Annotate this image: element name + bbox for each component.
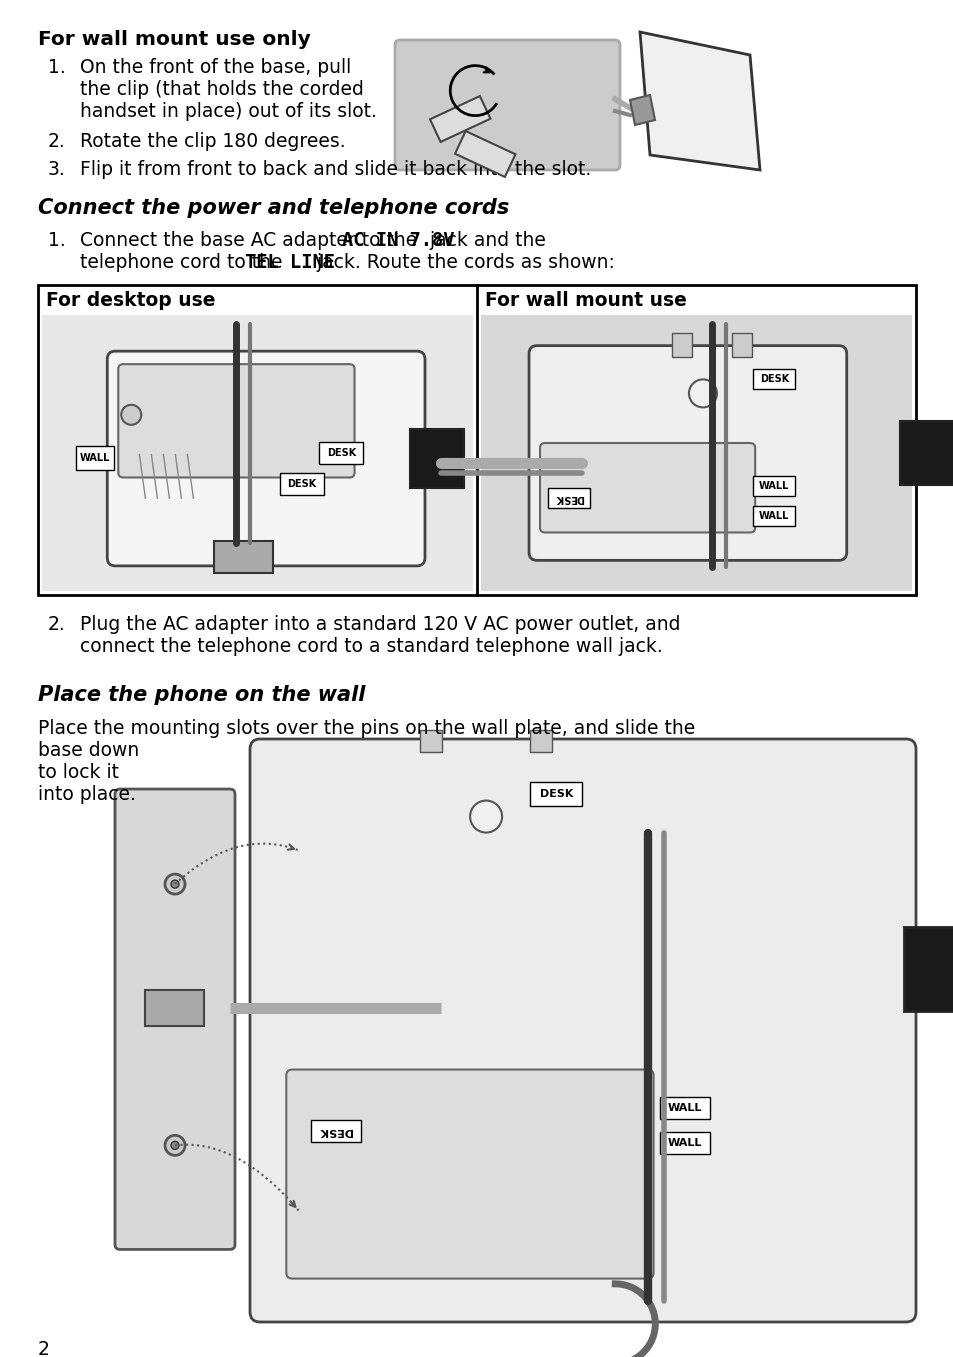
FancyBboxPatch shape xyxy=(42,315,473,592)
Text: For wall mount use: For wall mount use xyxy=(484,290,686,309)
Text: DESK: DESK xyxy=(318,1125,352,1136)
FancyBboxPatch shape xyxy=(118,364,355,478)
Circle shape xyxy=(470,801,501,833)
FancyBboxPatch shape xyxy=(107,351,424,566)
Text: 2.: 2. xyxy=(48,132,66,151)
FancyBboxPatch shape xyxy=(753,476,795,495)
FancyBboxPatch shape xyxy=(731,332,751,357)
Circle shape xyxy=(121,404,141,425)
FancyBboxPatch shape xyxy=(250,740,915,1322)
FancyBboxPatch shape xyxy=(76,445,114,470)
FancyBboxPatch shape xyxy=(530,730,552,752)
Circle shape xyxy=(171,881,179,887)
FancyBboxPatch shape xyxy=(659,1096,709,1120)
FancyBboxPatch shape xyxy=(659,1132,709,1153)
FancyBboxPatch shape xyxy=(410,429,463,487)
Circle shape xyxy=(165,1136,185,1155)
Text: DESK: DESK xyxy=(759,373,788,384)
FancyBboxPatch shape xyxy=(286,1069,653,1278)
Text: 1.: 1. xyxy=(48,231,66,250)
FancyBboxPatch shape xyxy=(530,782,581,806)
FancyBboxPatch shape xyxy=(146,991,204,1026)
FancyBboxPatch shape xyxy=(671,332,691,357)
Text: For desktop use: For desktop use xyxy=(46,290,215,309)
FancyBboxPatch shape xyxy=(753,369,795,388)
Text: AC IN 7.8V: AC IN 7.8V xyxy=(342,231,455,250)
FancyBboxPatch shape xyxy=(420,730,442,752)
FancyBboxPatch shape xyxy=(539,442,755,532)
Text: into place.: into place. xyxy=(38,784,135,803)
FancyBboxPatch shape xyxy=(319,441,363,464)
Text: 3.: 3. xyxy=(48,160,66,179)
Text: to lock it: to lock it xyxy=(38,763,119,782)
FancyBboxPatch shape xyxy=(115,788,234,1250)
Text: DESK: DESK xyxy=(539,788,573,799)
FancyBboxPatch shape xyxy=(529,346,846,560)
Text: WALL: WALL xyxy=(759,480,789,491)
Text: jack and the: jack and the xyxy=(424,231,546,250)
Text: handset in place) out of its slot.: handset in place) out of its slot. xyxy=(80,102,376,121)
Polygon shape xyxy=(629,95,655,125)
Circle shape xyxy=(165,874,185,894)
FancyBboxPatch shape xyxy=(548,487,590,508)
FancyBboxPatch shape xyxy=(38,285,915,594)
Text: 2: 2 xyxy=(38,1339,50,1357)
Text: Rotate the clip 180 degrees.: Rotate the clip 180 degrees. xyxy=(80,132,345,151)
Text: WALL: WALL xyxy=(80,452,111,463)
Text: 2.: 2. xyxy=(48,615,66,634)
Circle shape xyxy=(171,1141,179,1149)
FancyBboxPatch shape xyxy=(753,506,795,527)
Text: WALL: WALL xyxy=(759,510,789,521)
Circle shape xyxy=(688,380,717,407)
Text: base down: base down xyxy=(38,741,139,760)
FancyBboxPatch shape xyxy=(899,421,953,484)
Text: Plug the AC adapter into a standard 120 V AC power outlet, and: Plug the AC adapter into a standard 120 … xyxy=(80,615,679,634)
Text: 1.: 1. xyxy=(48,58,66,77)
Text: WALL: WALL xyxy=(667,1103,701,1113)
Polygon shape xyxy=(430,96,490,142)
Text: Connect the base AC adapter to the: Connect the base AC adapter to the xyxy=(80,231,423,250)
FancyBboxPatch shape xyxy=(903,927,953,1011)
Text: WALL: WALL xyxy=(667,1139,701,1148)
Text: On the front of the base, pull: On the front of the base, pull xyxy=(80,58,351,77)
Text: connect the telephone cord to a standard telephone wall jack.: connect the telephone cord to a standard… xyxy=(80,636,662,655)
Text: Place the mounting slots over the pins on the wall plate, and slide the: Place the mounting slots over the pins o… xyxy=(38,719,695,738)
Text: telephone cord to the: telephone cord to the xyxy=(80,252,288,271)
Text: Connect the power and telephone cords: Connect the power and telephone cords xyxy=(38,198,509,218)
Polygon shape xyxy=(639,33,760,170)
Text: DESK: DESK xyxy=(287,479,316,490)
FancyBboxPatch shape xyxy=(311,1120,360,1141)
Polygon shape xyxy=(455,132,515,176)
FancyBboxPatch shape xyxy=(480,315,911,592)
Text: DESK: DESK xyxy=(554,493,583,503)
Text: Place the phone on the wall: Place the phone on the wall xyxy=(38,685,365,706)
FancyBboxPatch shape xyxy=(213,541,273,573)
Text: TEL LINE: TEL LINE xyxy=(245,252,335,271)
Text: For wall mount use only: For wall mount use only xyxy=(38,30,311,49)
Text: DESK: DESK xyxy=(327,448,355,457)
FancyBboxPatch shape xyxy=(395,39,619,170)
Text: the clip (that holds the corded: the clip (that holds the corded xyxy=(80,80,363,99)
FancyBboxPatch shape xyxy=(280,474,324,495)
Text: Flip it from front to back and slide it back into the slot.: Flip it from front to back and slide it … xyxy=(80,160,591,179)
Text: jack. Route the cords as shown:: jack. Route the cords as shown: xyxy=(311,252,614,271)
